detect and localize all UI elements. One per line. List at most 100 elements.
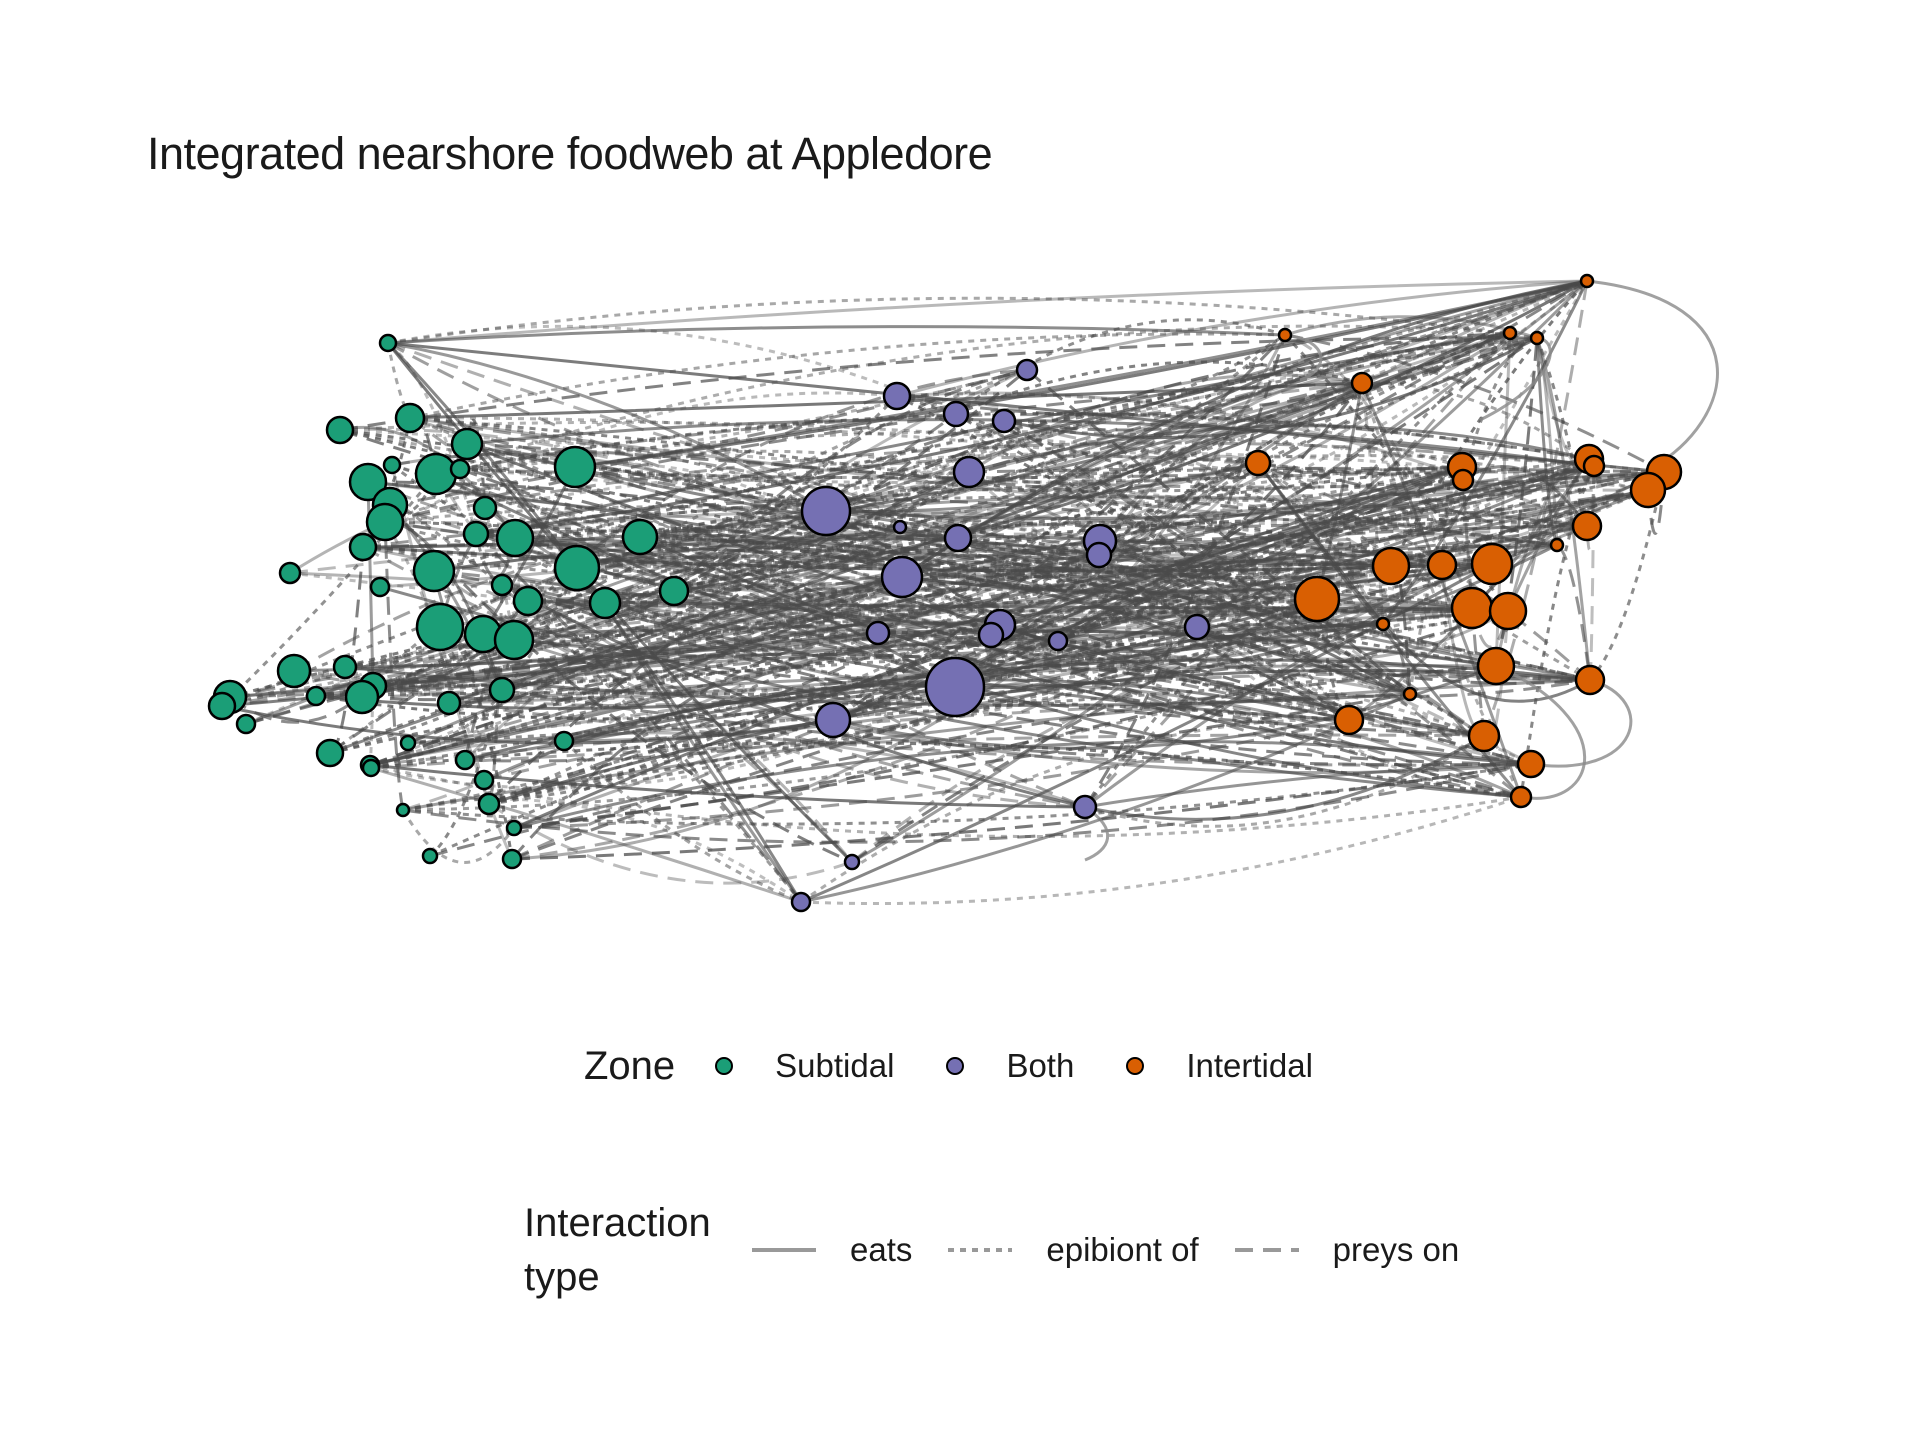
subtidal-node [512,585,544,617]
subtidal-node [369,576,391,598]
interaction-edge [673,520,1443,593]
interaction-edge [362,470,1665,549]
interaction-edge [315,381,1363,698]
interaction-edge [339,336,1538,432]
interaction-edge [1256,462,1385,625]
both-node [942,400,970,428]
interaction-edge [435,472,956,689]
intertidal-node [1451,468,1475,492]
interaction-edge [463,599,529,761]
interaction-edge [339,428,1100,557]
epibiont-label: epibiont of [1046,1231,1199,1268]
interaction-edge [488,336,1538,806]
intertidal-label: Intertidal [1186,1047,1313,1084]
both-node [1183,613,1211,641]
subtidal-node [490,573,514,597]
intertidal-node [1426,549,1458,581]
subtidal-node [394,402,426,434]
both-node [952,455,986,489]
subtidal-node [365,502,405,542]
subtidal-node [276,653,312,689]
both-node [1015,358,1039,382]
interaction-edge [402,762,1532,844]
interaction-edge [387,296,1538,345]
interaction-edge [367,480,803,903]
interaction-edge [387,279,1588,345]
interaction-edge [1003,419,1485,738]
intertidal-node [1488,591,1528,631]
interaction-edge [1003,331,1511,432]
both-node [991,408,1017,434]
interaction-edge [362,391,898,549]
subtidal-node [553,730,575,752]
interaction-edge [968,466,1665,474]
preys-label: preys on [1332,1231,1460,1268]
interaction-edge [475,532,956,689]
both-node [880,555,924,599]
interaction-edge [1382,622,1412,695]
interaction-edge [1099,539,1509,618]
intertidal-node [1470,542,1514,586]
interaction-edge [901,575,1522,799]
both-node [1085,541,1113,569]
interaction-edge [384,441,1595,524]
interaction-edge [387,341,1665,474]
interaction-edge [221,279,1588,708]
interaction-edge [389,368,1028,507]
subtidal-swatch [715,1057,734,1075]
interaction-edge [407,606,1473,745]
interaction-edge [576,525,901,573]
interaction-edge [429,639,516,858]
intertidal-node [1350,371,1374,395]
interaction-edge [574,465,1493,580]
interaction-edge [459,467,1509,613]
subtidal-node [454,749,476,771]
subtidal-node [325,415,355,445]
interaction-edge [1519,465,1596,798]
interaction-edge [369,763,1522,838]
interaction-edge [501,583,1532,766]
subtidal-node [344,679,380,715]
both-node [843,853,861,871]
eats-label: eats [850,1231,913,1268]
subtidal-node [473,769,495,791]
interaction-edge [370,766,802,904]
subtidal-node [436,690,462,716]
subtidal-node [421,847,439,865]
interaction-edge [501,465,1463,692]
interaction-edge [435,324,1511,476]
interaction-edge [574,279,1588,469]
interaction-edge [1099,464,1595,545]
both-node [924,656,986,718]
interaction-edge [999,623,1591,699]
interaction-edge [387,341,478,535]
interaction-edge [513,739,1532,830]
interaction-edge [1586,279,1719,472]
interaction-edge [384,381,1363,524]
interaction-edge [639,515,901,539]
intertidal-node [1293,575,1341,623]
subtidal-node [495,518,535,558]
interaction-edge [433,569,1086,809]
interaction-edge [221,336,1538,708]
interaction-edge [402,609,1509,812]
subtidal-node [348,532,378,562]
both-node [943,523,973,553]
interaction-edge [603,602,803,903]
interaction-edge [488,457,1590,806]
interaction-edge [604,470,970,605]
interaction-edge [370,625,1198,770]
interaction-edge [367,480,1411,696]
interaction-edge [1099,539,1411,696]
interaction-edge [1097,379,1363,556]
interaction-legend-item-epibiont: epibiont of [946,1231,1199,1269]
interaction-edge [1284,333,1323,382]
interaction-edge [315,691,1350,722]
subtidal-node [361,758,381,778]
interaction-edge [367,480,879,635]
interaction-edge [851,279,1589,864]
interaction-edge [484,506,903,593]
interaction-edge [315,625,1198,721]
interaction-edge [1530,678,1633,768]
interaction-edge [409,416,1665,489]
